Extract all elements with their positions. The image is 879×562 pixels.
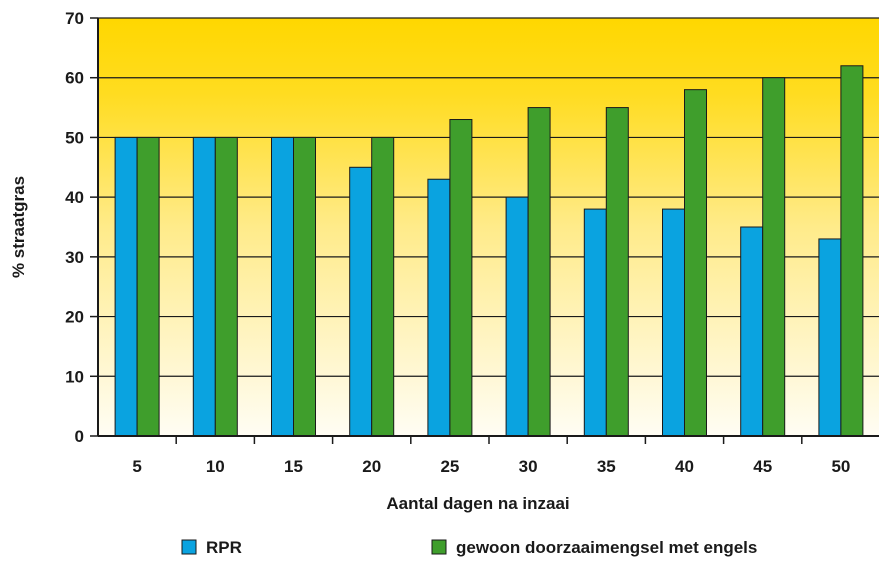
bar-rpr-15 (271, 136, 294, 437)
legend-swatch-gewoon (431, 539, 447, 555)
legend-label-gewoon: gewoon doorzaaimengsel met engels (456, 538, 757, 557)
y-tick-label-50: 50 (65, 128, 84, 147)
bar-gewoon-10 (214, 136, 238, 437)
bar-gewoon-35 (605, 107, 629, 437)
x-tick-label-50: 50 (831, 457, 850, 476)
bar-gewoon-20 (371, 136, 395, 437)
legend-swatch-rpr (181, 539, 197, 555)
x-axis-ticks: 5 10 15 20 25 30 35 40 45 50 (132, 436, 850, 476)
bar-gewoon-45 (762, 77, 786, 437)
x-tick-label-45: 45 (753, 457, 772, 476)
y-tick-label-40: 40 (65, 188, 84, 207)
bar-rpr-25 (427, 178, 451, 437)
bar-rpr-5 (114, 136, 138, 437)
x-tick-label-20: 20 (362, 457, 381, 476)
x-tick-label-30: 30 (519, 457, 538, 476)
y-tick-label-30: 30 (65, 248, 84, 267)
y-tick-label-0: 0 (75, 427, 84, 446)
x-tick-label-40: 40 (675, 457, 694, 476)
x-tick-label-15: 15 (284, 457, 303, 476)
bar-rpr-10 (192, 136, 216, 437)
x-tick-label-5: 5 (132, 457, 141, 476)
bars (114, 65, 864, 437)
y-tick-label-60: 60 (65, 69, 84, 88)
legend-label-rpr: RPR (206, 538, 242, 557)
bar-rpr-20 (349, 166, 373, 437)
y-tick-label-20: 20 (65, 308, 84, 327)
bar-gewoon-30 (527, 107, 551, 437)
bar-rpr-45 (740, 226, 764, 437)
bar-rpr-30 (505, 196, 529, 437)
bar-rpr-35 (583, 208, 607, 437)
y-axis-ticks: 0 10 20 30 40 50 60 70 (65, 9, 98, 446)
bar-gewoon-25 (449, 119, 473, 437)
bar-gewoon-50 (840, 65, 864, 437)
x-tick-label-10: 10 (206, 457, 225, 476)
y-axis-title: % straatgras (9, 176, 28, 278)
y-tick-label-10: 10 (65, 367, 84, 386)
bar-gewoon-5 (136, 136, 160, 437)
bar-rpr-50 (818, 238, 842, 437)
x-tick-label-25: 25 (440, 457, 459, 476)
legend: RPR gewoon doorzaaimengsel met engels (181, 538, 757, 557)
x-axis-title: Aantal dagen na inzaai (386, 494, 569, 513)
bar-gewoon-40 (684, 89, 707, 437)
bar-gewoon-15 (293, 136, 316, 437)
bar-rpr-40 (662, 208, 685, 437)
x-tick-label-35: 35 (597, 457, 616, 476)
y-tick-label-70: 70 (65, 9, 84, 28)
